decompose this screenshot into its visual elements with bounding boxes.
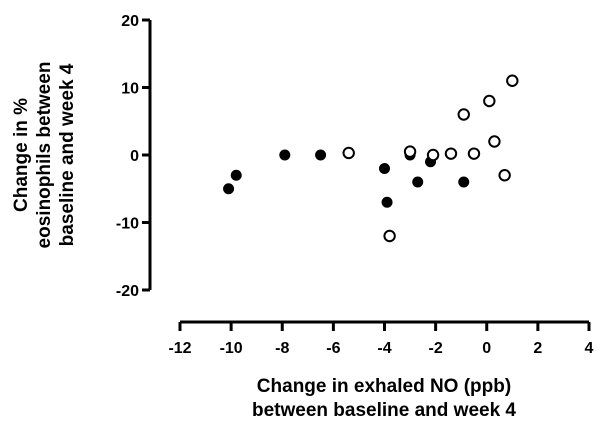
x-axis: -12 -10 -8 -6 -4 -2 0 2 4 xyxy=(168,320,594,357)
y-tick-label: 20 xyxy=(121,13,139,30)
data-point-open xyxy=(498,169,511,182)
x-tick-label: -12 xyxy=(168,340,191,357)
data-point-open xyxy=(383,229,396,243)
x-tick-label: -4 xyxy=(377,340,391,357)
data-point-open xyxy=(426,148,440,162)
y-tick-label: 10 xyxy=(121,81,139,98)
x-tick-label: -2 xyxy=(429,340,443,357)
data-point-open xyxy=(467,147,481,160)
data-point-filled xyxy=(458,176,470,188)
x-tick-label: 2 xyxy=(533,340,542,357)
y-tick-label: 0 xyxy=(130,148,139,165)
y-axis-title-line-2: eosinophils between xyxy=(34,62,55,249)
data-point-open xyxy=(506,74,519,87)
data-point-open xyxy=(444,147,458,160)
data-point-filled xyxy=(379,163,390,174)
data-point-filled xyxy=(279,149,291,161)
x-axis-title-line-2: between baseline and week 4 xyxy=(252,400,516,421)
x-tick-label: -6 xyxy=(326,340,340,357)
data-point-filled xyxy=(315,149,327,161)
x-tick-label: 0 xyxy=(482,340,491,357)
y-tick-label: -20 xyxy=(116,283,139,300)
data-point-open xyxy=(488,135,501,148)
data-point-filled xyxy=(381,196,393,208)
x-tick-label: -8 xyxy=(275,340,289,357)
data-point-open xyxy=(457,108,470,121)
data-point-filled xyxy=(230,169,242,181)
x-axis-title-line-1: Change in exhaled NO (ppb) xyxy=(257,376,511,397)
y-axis-title-line-1: Change in % xyxy=(11,98,32,212)
data-points xyxy=(223,74,519,243)
y-tick-label: -10 xyxy=(116,216,139,233)
x-tick-label: 4 xyxy=(585,340,594,357)
y-axis-title-line-3: baseline and week 4 xyxy=(57,63,78,246)
data-point-filled xyxy=(412,176,424,188)
data-point-filled xyxy=(223,183,235,195)
data-point-open xyxy=(403,145,417,158)
y-axis: -20 -10 0 10 20 xyxy=(116,13,152,300)
data-point-open xyxy=(483,94,496,108)
x-tick-label: -10 xyxy=(220,340,243,357)
data-point-open xyxy=(342,146,355,160)
